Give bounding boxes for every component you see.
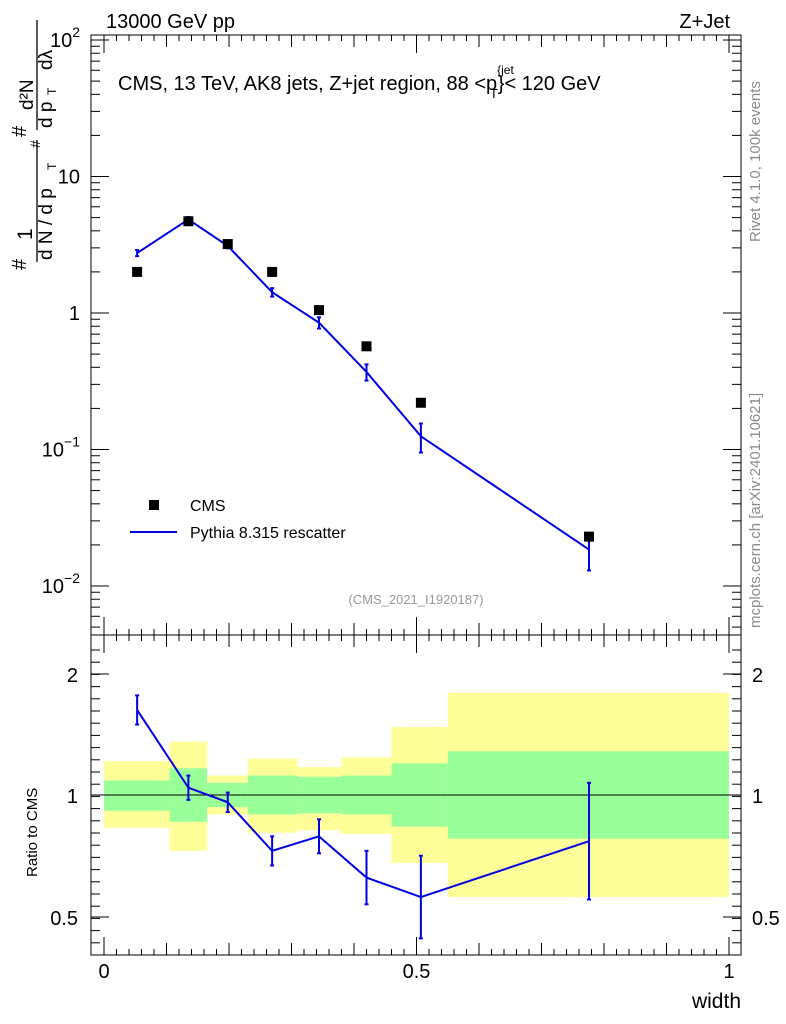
header-left: 13000 GeV pp	[106, 11, 235, 33]
analysis-reference: (CMS_2021_I1920187)	[348, 592, 483, 607]
main-plot-panel: 10−2 10−1 1 10 102 CMS, 13 TeV, AK8 jets, Z+…	[9, 20, 742, 636]
legend-cms-marker	[149, 500, 159, 510]
y-tick-label-top: 1	[69, 303, 80, 325]
y-label-dn-dpt: d N / d p	[36, 188, 57, 260]
cms-data-point	[361, 341, 372, 352]
main-plot-frame	[90, 34, 742, 636]
x-tick-label: 0	[98, 961, 109, 983]
y-tick-label-top: 10−2	[42, 570, 80, 598]
ratio-inner-band	[104, 780, 170, 811]
y-label-dpt-dlambda: d p	[36, 102, 57, 128]
ratio-y-tick-label-left: 0.5	[50, 908, 78, 930]
mcplots-caption: mcplots.cern.ch [arXiv:2401.10621]	[747, 393, 764, 628]
legend: CMS Pythia 8.315 rescatter	[130, 498, 346, 542]
y-label-d2n: d²N	[17, 79, 38, 110]
ratio-y-tick-labels: 0.5 0.5 1 1 2 2	[50, 665, 780, 930]
y-label-dlambda: dλ	[36, 49, 57, 70]
y-label-hash-3: #	[9, 125, 31, 137]
ratio-mc-series	[135, 694, 591, 940]
ratio-y-tick-label-left: 1	[67, 786, 78, 808]
ratio-y-tick-label-right: 2	[752, 665, 763, 687]
x-tick-label: 0.5	[403, 961, 431, 983]
y-label-one: 1	[14, 228, 37, 240]
y-label-hash-1: #	[9, 258, 31, 270]
y-tick-label-top: 102	[50, 24, 80, 52]
x-axis-label: width	[691, 990, 741, 1013]
ratio-line	[136, 709, 590, 899]
ratio-ticks	[91, 635, 741, 955]
x-tick-label: 1	[723, 961, 734, 983]
y-label-sub-t1: T	[45, 162, 59, 170]
ratio-y-tick-label-left: 2	[67, 665, 78, 687]
cms-data-point	[183, 216, 194, 227]
y-tick-label-top: 10−1	[42, 434, 80, 462]
cms-data-point	[584, 531, 594, 542]
y-label-sub-t2: T	[45, 87, 59, 95]
rivet-caption: Rivet 4.1.0, 100k events	[747, 81, 764, 242]
ratio-y-tick-label-right: 0.5	[752, 908, 780, 930]
legend-cms-label: CMS	[190, 498, 226, 515]
cms-data-point	[132, 266, 143, 277]
y-tick-label-top: 10	[58, 167, 80, 189]
x-tick-labels: 0 0.5 1	[98, 961, 734, 983]
mc-series	[135, 216, 591, 572]
ratio-panel: 0.5 0.51 12 2 Ratio to CMS 0 0.5 1 width	[24, 634, 780, 1013]
cms-data-point	[415, 397, 426, 408]
ratio-y-tick-label-right: 1	[752, 786, 763, 808]
main-plot-y-tick-labels: 10−2 10−1 1 10 102	[42, 24, 80, 598]
main-plot-y-label: # 1 d N / d p T # # d²N d p T dλ	[9, 20, 59, 270]
cms-data-point	[314, 305, 324, 316]
y-label-hash-2: #	[27, 140, 43, 148]
plot-title: CMS, 13 TeV, AK8 jets, Z+jet region, 88 …	[118, 63, 601, 101]
cms-data-series	[132, 216, 594, 542]
main-plot-ticks	[91, 35, 741, 635]
cms-data-point	[267, 266, 278, 277]
legend-mc-label: Pythia 8.315 rescatter	[190, 525, 346, 542]
ratio-y-label: Ratio to CMS	[24, 788, 41, 877]
header-right: Z+Jet	[679, 11, 730, 33]
cms-data-point	[222, 239, 233, 250]
mc-line	[136, 218, 590, 551]
ratio-frame	[90, 634, 742, 956]
